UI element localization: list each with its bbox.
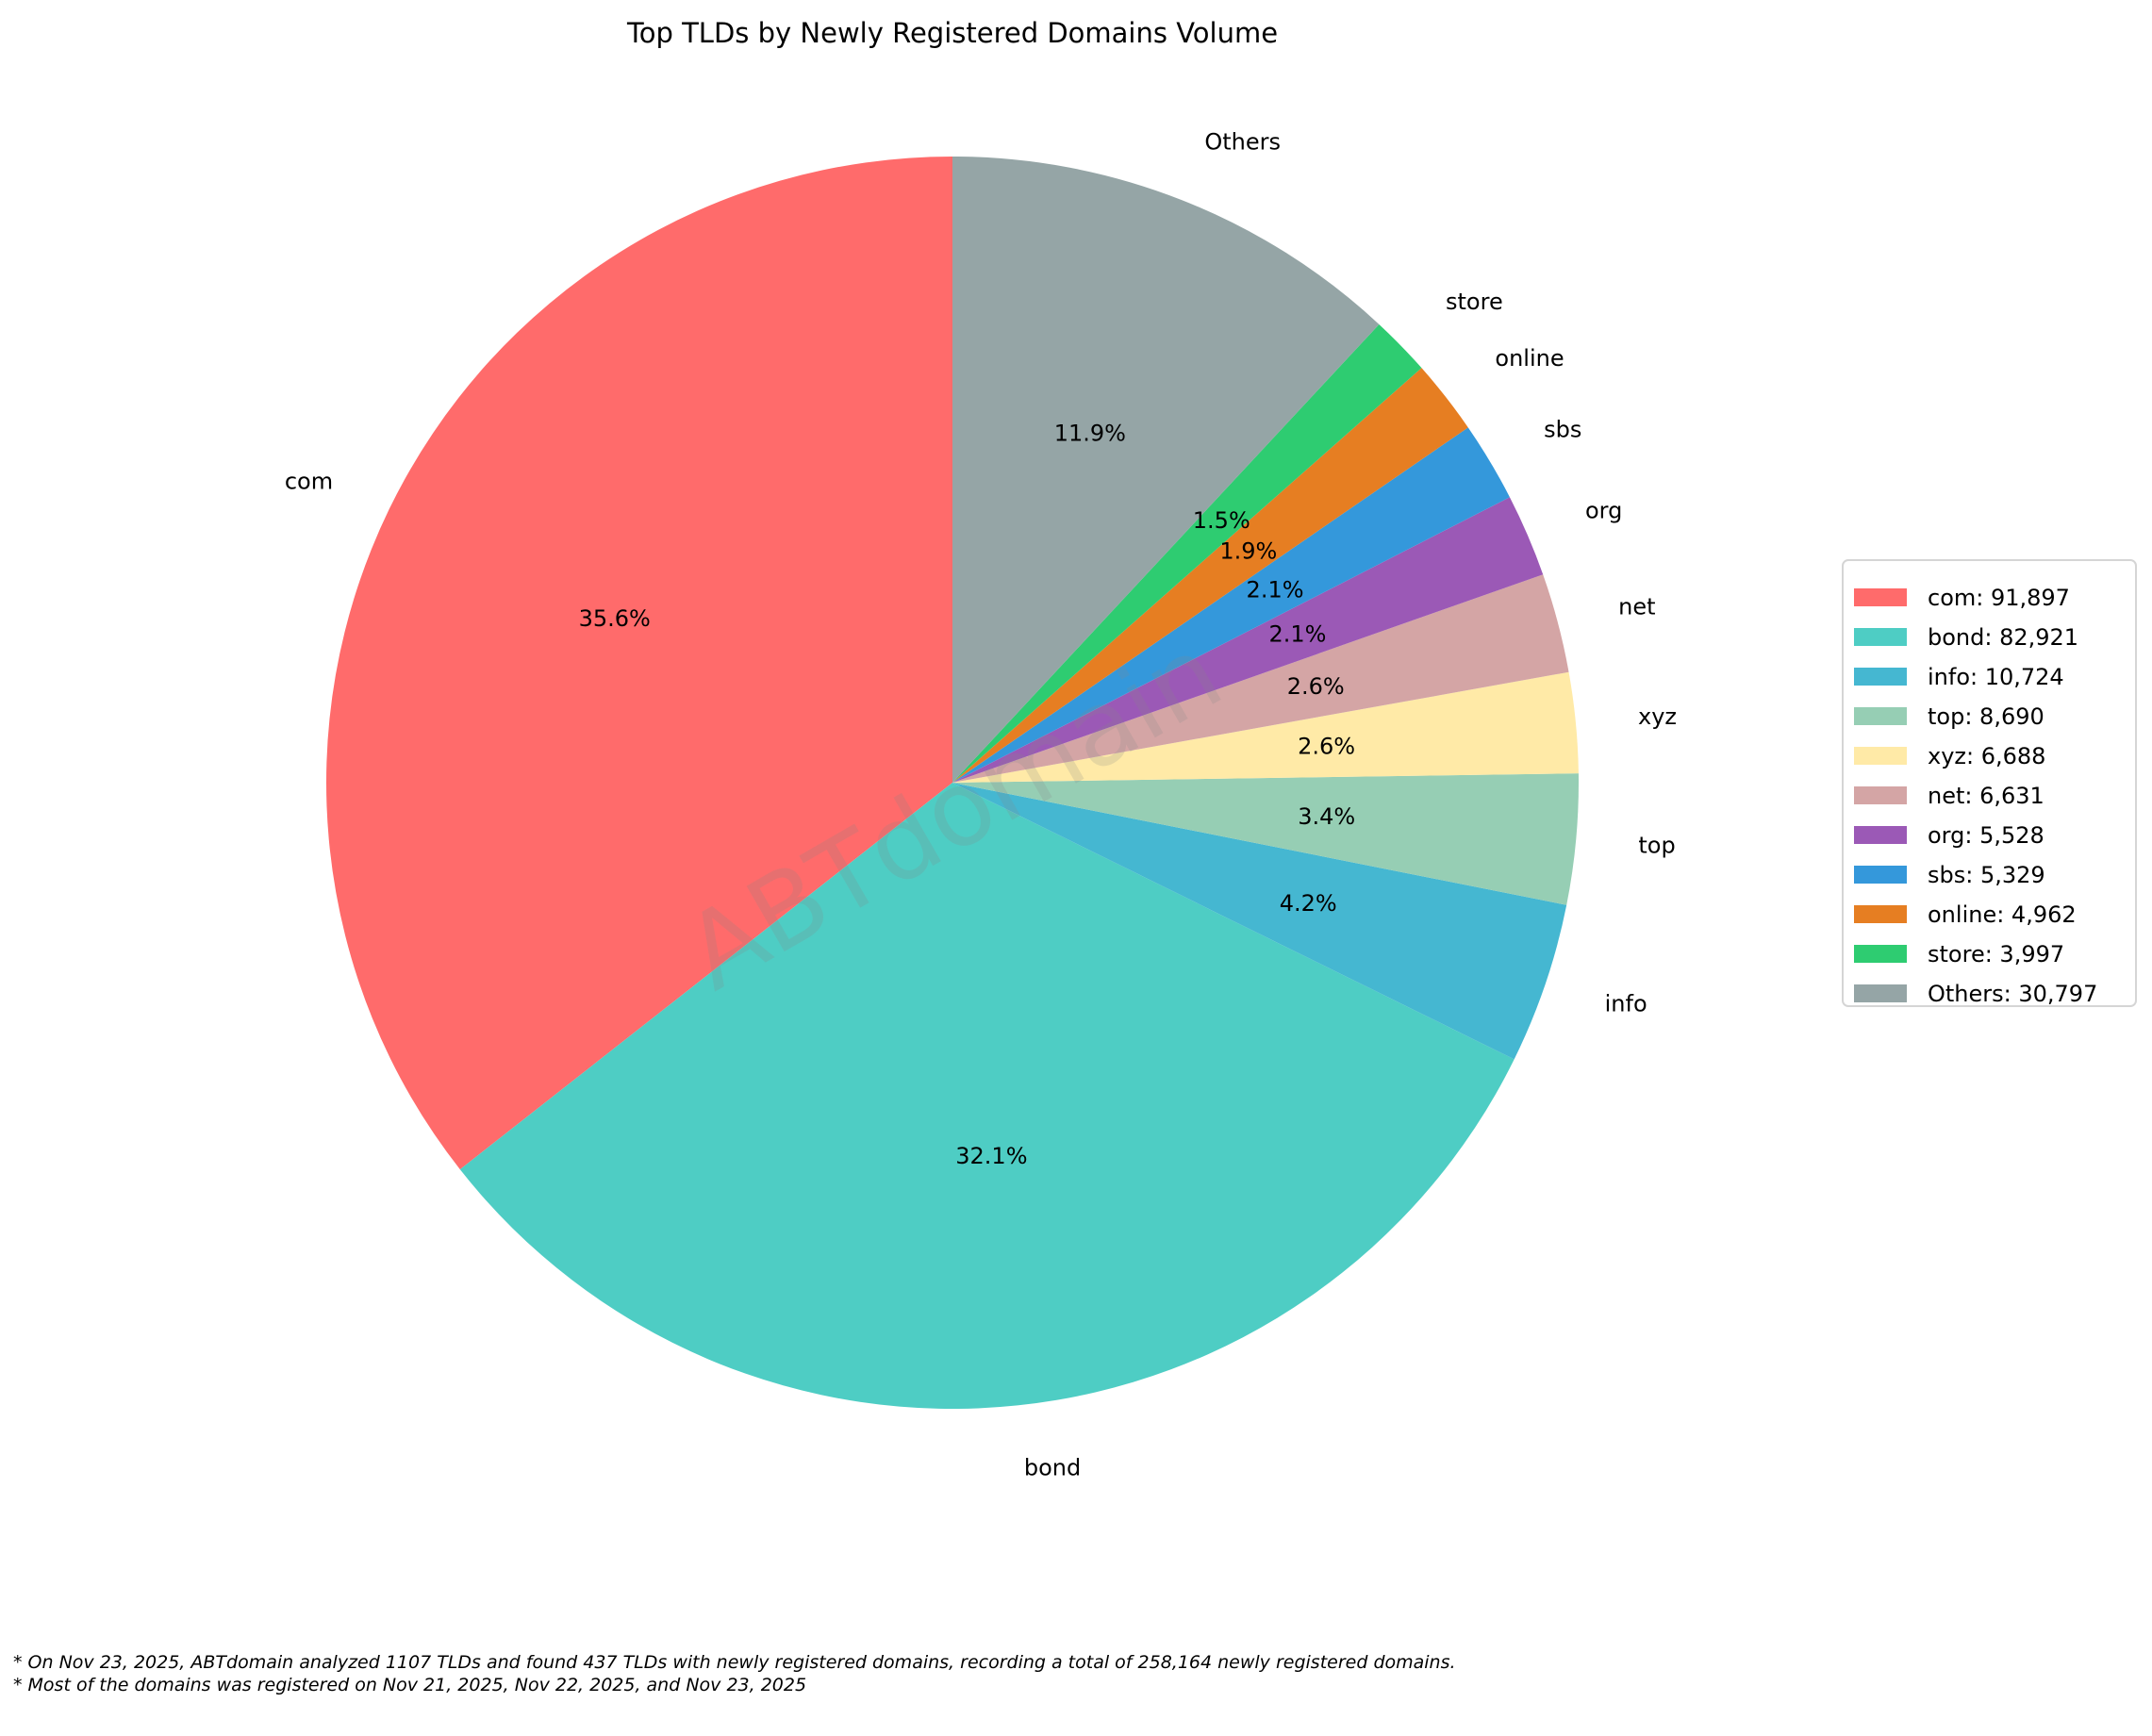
pct-label-sbs: 2.1% — [1247, 577, 1304, 603]
slice-top — [952, 773, 1579, 905]
legend-entry-com: com: 91,897 — [1928, 585, 2070, 611]
slice-others — [952, 157, 1380, 783]
slice-label-store: store — [1446, 289, 1503, 315]
slice-label-others: Others — [1204, 128, 1281, 155]
legend-entry-online: online: 4,962 — [1928, 901, 2077, 928]
slice-bond — [459, 783, 1515, 1409]
slice-sbs — [952, 427, 1510, 783]
legend-entry-bond: bond: 82,921 — [1928, 624, 2078, 651]
slice-label-top: top — [1638, 832, 1675, 858]
legend-entry-net: net: 6,631 — [1928, 783, 2044, 809]
pct-label-info: 4.2% — [1280, 890, 1337, 917]
legend-entry-others: Others: 30,797 — [1928, 981, 2097, 1007]
slice-xyz — [952, 671, 1579, 783]
slice-label-net: net — [1618, 593, 1655, 620]
legend-box — [1842, 559, 2137, 1007]
legend: com: 91,897 bond: 82,921 info: 10,724 top: … — [1842, 559, 2137, 1007]
legend-swatch-online — [1854, 905, 1907, 923]
slice-net — [952, 574, 1569, 783]
slice-label-com: com — [285, 469, 333, 495]
pct-label-online: 1.9% — [1219, 538, 1277, 565]
legend-swatch-xyz — [1854, 747, 1907, 765]
legend-swatch-top — [1854, 707, 1907, 725]
legend-entry-org: org: 5,528 — [1928, 822, 2044, 849]
footnote-2: * Most of the domains was registered on … — [13, 1675, 807, 1695]
legend-entry-xyz: xyz: 6,688 — [1928, 743, 2045, 769]
pct-label-others: 11.9% — [1054, 420, 1126, 446]
slice-org — [952, 497, 1544, 783]
legend-entry-info: info: 10,724 — [1928, 664, 2064, 690]
slice-label-sbs: sbs — [1544, 416, 1581, 442]
slice-label-bond: bond — [1024, 1454, 1081, 1480]
slice-store — [952, 323, 1422, 783]
legend-swatch-org — [1854, 826, 1907, 844]
slice-label-org: org — [1585, 497, 1622, 523]
pct-label-org: 2.1% — [1268, 621, 1326, 648]
legend-swatch-store — [1854, 945, 1907, 963]
slice-com — [326, 157, 953, 1170]
pct-label-com: 35.6% — [579, 605, 651, 632]
slice-info — [952, 783, 1567, 1060]
legend-entry-top: top: 8,690 — [1928, 703, 2044, 730]
legend-entry-store: store: 3,997 — [1928, 941, 2064, 967]
legend-swatch-sbs — [1854, 866, 1907, 884]
legend-swatch-info — [1854, 668, 1907, 686]
legend-swatch-net — [1854, 786, 1907, 804]
pct-label-store: 1.5% — [1193, 507, 1250, 534]
legend-swatch-com — [1854, 588, 1907, 606]
slice-online — [952, 368, 1468, 783]
footnote-1: * On Nov 23, 2025, ABTdomain analyzed 11… — [13, 1652, 1456, 1673]
pct-label-xyz: 2.6% — [1298, 734, 1355, 760]
legend-swatch-bond — [1854, 628, 1907, 646]
slice-label-xyz: xyz — [1638, 703, 1677, 730]
legend-entry-sbs: sbs: 5,329 — [1928, 862, 2045, 888]
pct-label-bond: 32.1% — [955, 1143, 1027, 1169]
slice-label-info: info — [1605, 991, 1647, 1017]
slice-label-online: online — [1495, 345, 1564, 372]
pct-label-top: 3.4% — [1298, 803, 1355, 830]
legend-swatch-others — [1854, 984, 1907, 1002]
pct-label-net: 2.6% — [1287, 673, 1345, 700]
chart-title: Top TLDs by Newly Registered Domains Vol… — [626, 17, 1278, 49]
